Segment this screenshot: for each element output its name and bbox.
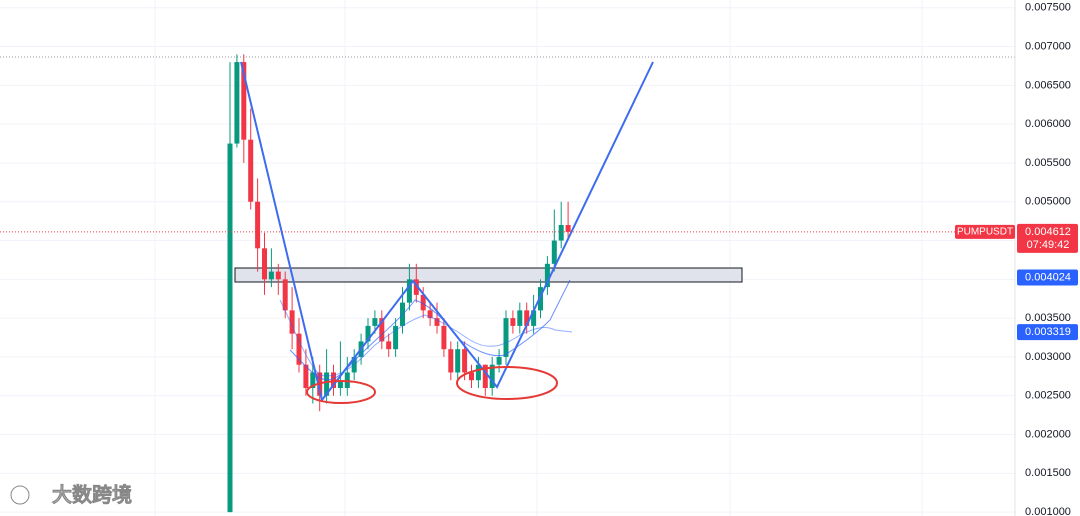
candle-body	[462, 349, 468, 373]
candle-body	[482, 364, 488, 388]
candle-body	[544, 263, 550, 288]
candle-body	[551, 240, 557, 264]
candle-body	[538, 287, 543, 311]
candle-body	[296, 333, 302, 365]
y-tick-label: 0.005500	[1025, 157, 1071, 169]
candle-body	[496, 356, 502, 365]
watermark-text: 大数跨境	[52, 482, 132, 506]
candle-body	[565, 225, 571, 232]
highlight-ellipse	[456, 366, 558, 400]
candle-body	[524, 310, 530, 326]
candle-body	[558, 225, 564, 241]
candle-body	[262, 248, 267, 280]
y-tick-label: 0.002000	[1025, 428, 1071, 440]
candle-body	[531, 310, 537, 326]
countdown-label: 07:49:42	[1027, 239, 1070, 251]
zone-rectangle	[234, 267, 743, 283]
candle-body	[282, 279, 288, 311]
level-box	[1017, 324, 1078, 341]
logo	[10, 485, 30, 505]
candle-body	[469, 372, 474, 381]
candles	[227, 54, 571, 513]
candle-body	[503, 318, 509, 357]
candle-body	[489, 364, 495, 388]
candle-body	[255, 201, 261, 249]
candle-body	[420, 294, 426, 311]
candle-body	[434, 318, 440, 326]
candle-body	[455, 349, 461, 373]
level-label: 0.003319	[1025, 326, 1071, 338]
candle-body	[337, 380, 343, 388]
watermark: 大数跨境	[9, 482, 132, 507]
moving-average	[279, 299, 573, 377]
y-tick-label: 0.002500	[1025, 390, 1071, 402]
candle-body	[248, 139, 254, 202]
last-price-label: 0.004612	[1025, 226, 1071, 238]
level-label: 0.004024	[1025, 271, 1071, 283]
y-tick-label: 0.001500	[1025, 467, 1071, 479]
candle-body	[331, 372, 336, 388]
symbol-label: PUMPUSDT	[957, 226, 1013, 237]
grid	[0, 7, 1015, 513]
trend-line	[240, 61, 654, 403]
candle-body	[427, 310, 433, 319]
candle-body	[386, 341, 392, 350]
y-tick-label: 0.003500	[1025, 312, 1071, 324]
candle-body	[517, 310, 523, 326]
vertical-grid	[154, 0, 923, 516]
y-tick-label: 0.005000	[1025, 196, 1071, 208]
candle-body	[413, 279, 419, 295]
y-tick-label: 0.001000	[1025, 506, 1071, 516]
level-box	[1017, 269, 1078, 286]
symbol-box	[955, 224, 1015, 239]
last-price-box	[1017, 223, 1078, 253]
candle-body	[227, 143, 233, 513]
y-tick-label: 0.006000	[1025, 118, 1071, 130]
candle-body	[310, 372, 316, 388]
candle-body	[241, 62, 247, 140]
candle-body	[406, 279, 412, 303]
highlight-ellipse	[306, 380, 376, 404]
y-tick-label: 0.003000	[1025, 351, 1071, 363]
candle-body	[324, 372, 330, 396]
candle-body	[510, 318, 516, 326]
candle-body	[448, 349, 454, 373]
candle-body	[275, 271, 281, 280]
candle-body	[372, 318, 378, 326]
candle-body	[268, 271, 274, 280]
candle-body	[365, 325, 371, 342]
moving-average	[289, 279, 571, 381]
candle-body	[303, 364, 309, 388]
candle-body	[379, 318, 385, 342]
y-tick-label: 0.007000	[1025, 40, 1071, 52]
candle-body	[441, 325, 447, 350]
candle-body	[475, 364, 481, 381]
y-tick-label: 0.007500	[1025, 2, 1071, 14]
candle-body	[393, 325, 399, 350]
candle-body	[289, 310, 295, 334]
price-axis: 0.001000 0.001500 0.002000 0.002500 0.003000…	[1025, 2, 1071, 516]
candle-body	[234, 62, 240, 144]
y-tick-label: 0.006500	[1025, 79, 1071, 91]
